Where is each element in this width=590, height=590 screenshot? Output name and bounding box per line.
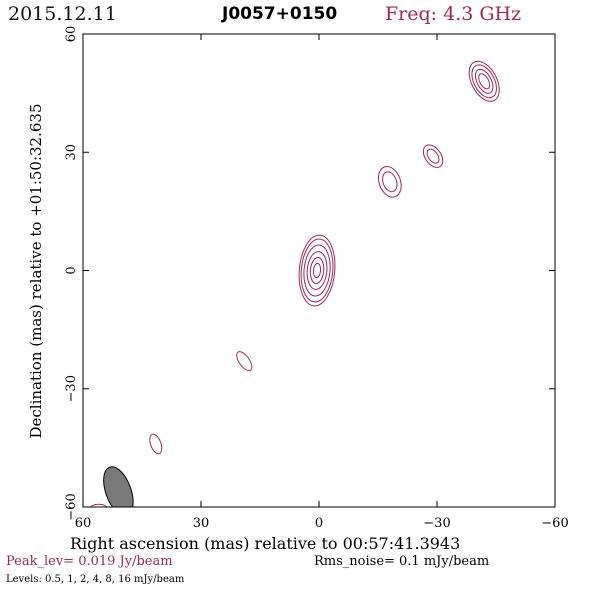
y-tick-label: 0 (64, 266, 79, 274)
beam-layer (103, 466, 134, 507)
y-tick-label: 60 (64, 26, 79, 43)
component-knot-ne2 (422, 144, 444, 168)
x-tick-label: 0 (315, 516, 323, 531)
contour-line (382, 171, 398, 193)
component-knot-sw2 (149, 433, 163, 455)
x-tick-label: −30 (423, 516, 450, 531)
contour-line (236, 351, 253, 372)
x-tick-label: 30 (193, 516, 210, 531)
contour-line (468, 60, 500, 102)
component-knot-ne1 (468, 60, 500, 102)
source-name: J0057+0150 (222, 4, 338, 24)
contour-line (149, 433, 163, 455)
x-axis-label: Right ascension (mas) relative to 00:57:… (70, 534, 460, 553)
component-core (298, 234, 336, 307)
component-knot-sw3 (89, 503, 108, 507)
contour-line (471, 64, 497, 99)
contour-line (377, 166, 402, 198)
contour-line (309, 257, 325, 284)
x-tick-label: 60 (75, 516, 92, 531)
contour-line (422, 144, 444, 168)
y-axis-label: Declination (mas) relative to +01:50:32.… (27, 103, 45, 438)
contour-levels-label: Levels: 0.5, 1, 2, 4, 8, 16 mJy/beam (6, 574, 185, 585)
peak-level-label: Peak_lev= 0.019 Jy/beam (6, 554, 173, 569)
component-knot-sw1 (236, 351, 253, 372)
contour-line (474, 68, 494, 94)
contour-line (426, 148, 440, 164)
contour-line (89, 503, 108, 507)
contour-line (306, 251, 328, 290)
rms-noise-label: Rms_noise= 0.1 mJy/beam (314, 554, 490, 569)
contour-line (303, 244, 331, 297)
contour-line (312, 262, 322, 279)
contour-components (89, 60, 500, 507)
restoring-beam (103, 466, 134, 507)
x-tick-label: −60 (541, 516, 568, 531)
component-knot-ne3 (377, 166, 402, 198)
observation-date: 2015.12.11 (8, 3, 117, 25)
y-tick-label: 30 (64, 144, 79, 161)
y-tick-label: −60 (64, 493, 79, 520)
contour-line (298, 234, 336, 307)
y-tick-label: −30 (64, 375, 79, 402)
contour-line (300, 238, 334, 303)
frequency-label: Freq: 4.3 GHz (385, 3, 522, 25)
axis-ticks: 60 30 0 −30 −60 −60 −30 0 30 60 (64, 26, 569, 531)
plot-frame (82, 33, 556, 508)
contour-line (478, 73, 491, 90)
